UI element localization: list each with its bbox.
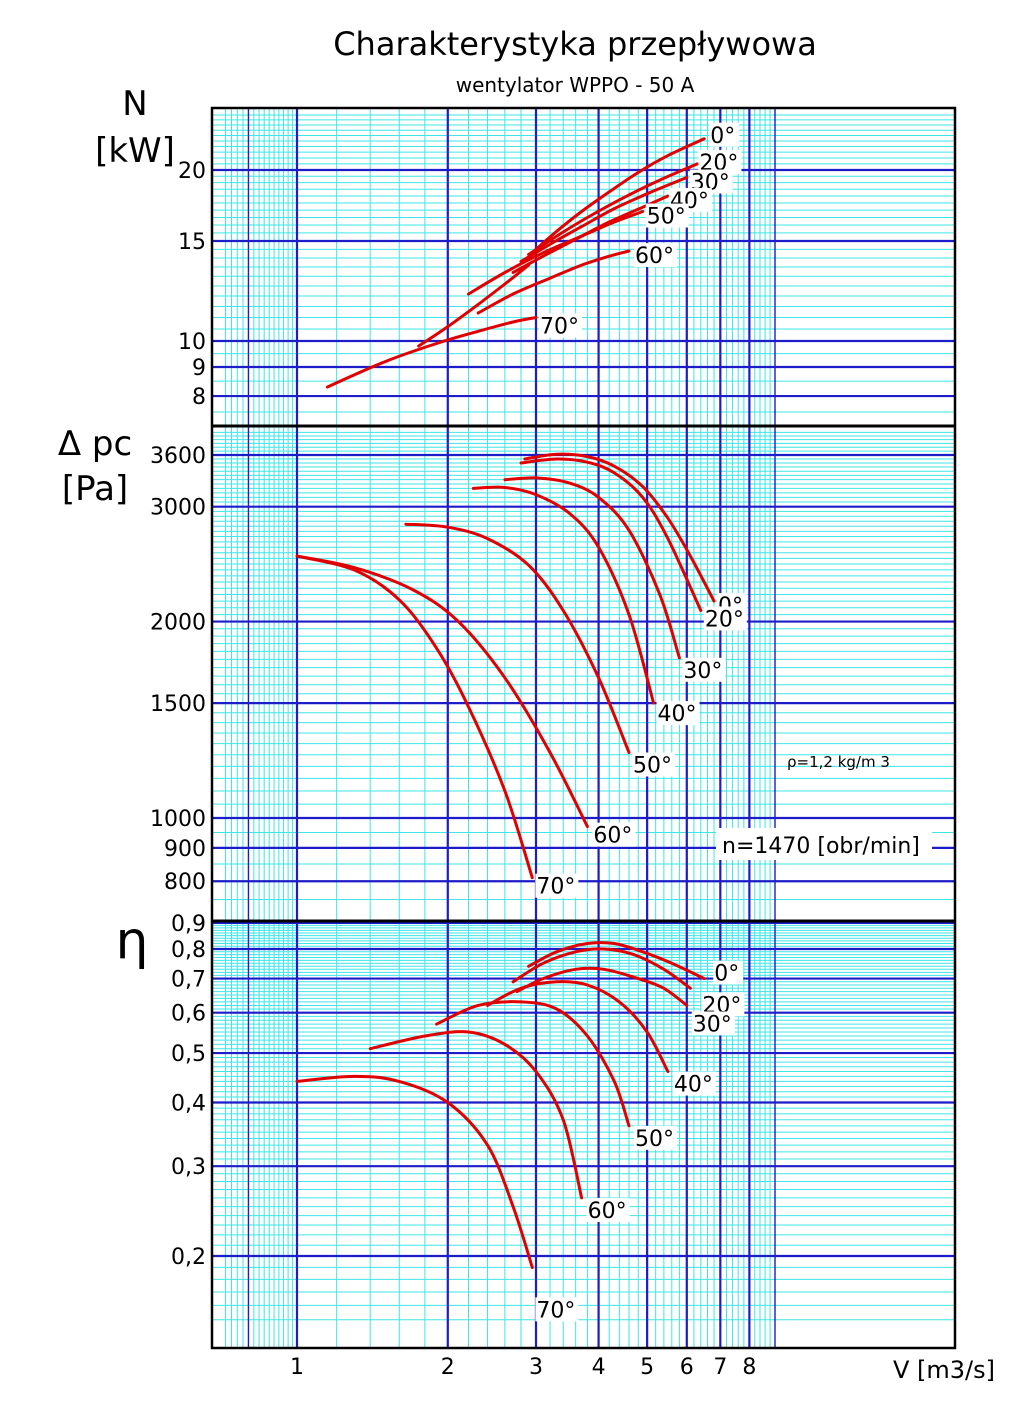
series-label-bg (633, 243, 677, 268)
curve-pressure-2 (503, 476, 681, 660)
curve-efficiency-6 (295, 1074, 534, 1269)
y-tick-label: 8 (192, 385, 206, 410)
chart-subtitle: wentylator WPPO - 50 A (456, 73, 695, 97)
series-label: 30° (693, 1012, 732, 1037)
series-label-bg (631, 752, 675, 777)
curve-pressure-1 (519, 457, 703, 612)
x-tick-label: 1 (290, 1355, 304, 1380)
curve-power-6 (325, 316, 538, 389)
y-tick-label: 0,8 (171, 938, 206, 963)
series-label: 0° (714, 962, 739, 987)
curve-extra (417, 263, 531, 348)
pressure-axis-unit: [Pa] (62, 469, 128, 509)
series-label-bg (691, 1011, 735, 1036)
series-label: 30° (683, 659, 722, 684)
series-label: 50° (635, 1127, 674, 1152)
y-tick-label: 900 (164, 837, 206, 862)
x-tick-label: 5 (640, 1355, 654, 1380)
x-tick-label: 4 (592, 1355, 606, 1380)
pressure-axis-symbol: Δ pc (58, 424, 132, 464)
x-tick-label: 3 (529, 1355, 543, 1380)
y-tick-label: 0,2 (171, 1245, 206, 1270)
curve-power-5 (476, 249, 631, 315)
series-label-bg (535, 873, 579, 898)
series-label: 20° (705, 607, 744, 632)
series-label-bg (703, 606, 747, 631)
series-label: 40° (658, 702, 697, 727)
x-tick-label: 8 (742, 1355, 756, 1380)
curve-efficiency-5 (368, 1030, 584, 1200)
curve-efficiency-3 (486, 980, 670, 1073)
curve-pressure-6 (295, 554, 534, 880)
series-label-bg (535, 1297, 579, 1322)
curve-pressure-0 (523, 452, 716, 603)
efficiency-axis-symbol: η (116, 911, 149, 971)
series-label-bg (645, 203, 689, 228)
curve-power-4 (467, 210, 645, 296)
curve-power-2 (519, 176, 689, 263)
curves (295, 137, 716, 1269)
y-tick-label: 1500 (150, 692, 206, 717)
speed-annotation: n=1470 [obr/min] (722, 834, 920, 859)
curve-efficiency-4 (435, 1000, 631, 1128)
series-label: 50° (633, 754, 672, 779)
series-label: 50° (647, 205, 686, 230)
series-label-bg (656, 701, 700, 726)
curve-efficiency-1 (511, 947, 692, 990)
density-annotation: ρ=1,2 kg/m 3 (787, 753, 890, 771)
curve-efficiency-0 (527, 941, 706, 981)
y-tick-label: 0,5 (171, 1042, 206, 1067)
power-axis-unit: [kW] (95, 131, 175, 171)
y-tick-label: 0,3 (171, 1155, 206, 1180)
series-label: 70° (536, 1298, 575, 1323)
y-tick-label: 9 (192, 356, 206, 381)
chart-frame (210, 106, 957, 1350)
speed-annotation-bg (716, 828, 932, 860)
curve-efficiency-2 (515, 966, 689, 1007)
series-label-bg (592, 822, 636, 847)
curve-pressure-3 (471, 485, 656, 705)
y-tick-label: 0,6 (171, 1002, 206, 1027)
grid (210, 106, 957, 1350)
chart-title: Charakterystyka przepływowa (333, 25, 817, 63)
x-axis-label: V [m3/s] (893, 1356, 995, 1384)
x-tick-label: 2 (441, 1355, 455, 1380)
series-label-bg (709, 122, 740, 147)
series-label: 60° (593, 824, 632, 849)
series-label: 70° (540, 314, 579, 339)
y-tick-label: 1000 (150, 807, 206, 832)
y-tick-label: 0,9 (171, 912, 206, 937)
series-label-bg (672, 1071, 716, 1096)
curve-pressure-4 (404, 522, 631, 754)
x-tick-label: 7 (713, 1355, 727, 1380)
x-tick-label: 6 (680, 1355, 694, 1380)
y-tick-label: 800 (164, 870, 206, 895)
curve-pressure-5 (295, 554, 589, 829)
series-label: 70° (536, 875, 575, 900)
series-label-bg (682, 657, 726, 682)
curve-power-0 (534, 137, 706, 251)
series-label-bg (539, 313, 582, 338)
series-label: 60° (588, 1199, 627, 1224)
curve-power-1 (527, 162, 699, 256)
series-label-bg (586, 1197, 630, 1222)
series-label-bg (633, 1125, 677, 1150)
y-tick-label: 0,7 (171, 968, 206, 993)
y-tick-label: 3000 (150, 496, 206, 521)
y-tick-label: 15 (178, 230, 206, 255)
series-label: 40° (674, 1073, 713, 1098)
y-tick-label: 20 (178, 159, 206, 184)
y-tick-label: 10 (178, 330, 206, 355)
y-tick-label: 0,4 (171, 1092, 206, 1117)
series-label: 0° (710, 124, 735, 149)
power-axis-symbol: N (122, 84, 147, 124)
labels: 1 2 3 4 5 6 7 820151098360030002000150010009008… (58, 84, 995, 1384)
y-tick-label: 2000 (150, 611, 206, 636)
series-label-bg (713, 960, 744, 985)
series-label: 60° (635, 244, 674, 269)
y-tick-label: 3600 (150, 444, 206, 469)
